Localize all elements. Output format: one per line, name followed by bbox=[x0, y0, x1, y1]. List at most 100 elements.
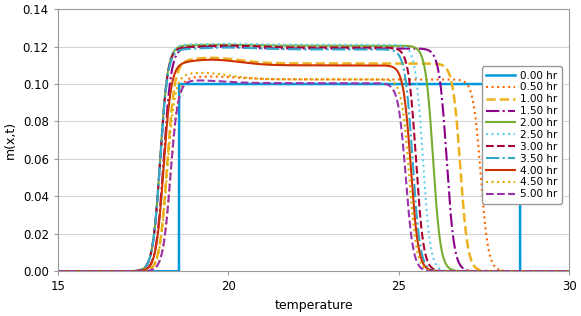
4.00 hr bbox=[475, 269, 482, 273]
4.50 hr bbox=[148, 267, 155, 270]
3.50 hr bbox=[566, 269, 573, 273]
Line: 0.00 hr: 0.00 hr bbox=[58, 84, 569, 271]
5.00 hr bbox=[55, 269, 62, 273]
5.00 hr bbox=[361, 81, 368, 85]
4.50 hr bbox=[566, 269, 573, 273]
3.50 hr bbox=[387, 48, 394, 52]
4.50 hr bbox=[545, 269, 552, 273]
2.00 hr bbox=[250, 43, 257, 47]
3.50 hr bbox=[361, 47, 368, 51]
1.50 hr bbox=[55, 269, 62, 273]
1.00 hr bbox=[55, 269, 62, 273]
1.00 hr bbox=[436, 63, 443, 66]
5.00 hr bbox=[541, 269, 548, 273]
3.50 hr bbox=[475, 269, 482, 273]
X-axis label: temperature: temperature bbox=[274, 299, 353, 312]
1.00 hr bbox=[148, 266, 155, 270]
4.00 hr bbox=[55, 269, 62, 273]
2.50 hr bbox=[148, 252, 155, 256]
2.00 hr bbox=[218, 43, 225, 47]
1.00 hr bbox=[566, 269, 573, 273]
Line: 5.00 hr: 5.00 hr bbox=[58, 81, 569, 271]
2.50 hr bbox=[361, 43, 368, 47]
5.00 hr bbox=[250, 81, 257, 85]
2.00 hr bbox=[387, 44, 394, 48]
3.00 hr bbox=[387, 46, 394, 50]
2.50 hr bbox=[436, 267, 443, 270]
3.50 hr bbox=[55, 269, 62, 273]
2.50 hr bbox=[225, 42, 232, 46]
1.50 hr bbox=[148, 262, 155, 266]
0.00 hr bbox=[148, 269, 155, 273]
2.00 hr bbox=[361, 44, 368, 48]
1.50 hr bbox=[475, 269, 482, 273]
4.50 hr bbox=[436, 269, 443, 273]
3.50 hr bbox=[225, 46, 232, 49]
3.00 hr bbox=[552, 269, 559, 273]
2.00 hr bbox=[148, 252, 155, 256]
Line: 1.50 hr: 1.50 hr bbox=[58, 46, 569, 271]
5.00 hr bbox=[387, 85, 394, 88]
0.50 hr bbox=[208, 75, 215, 78]
3.50 hr bbox=[548, 269, 555, 273]
5.00 hr bbox=[196, 79, 203, 82]
0.00 hr bbox=[566, 269, 573, 273]
1.50 hr bbox=[250, 46, 257, 50]
1.50 hr bbox=[387, 46, 394, 50]
4.00 hr bbox=[547, 269, 554, 273]
2.00 hr bbox=[475, 269, 482, 273]
5.00 hr bbox=[566, 269, 573, 273]
1.00 hr bbox=[208, 56, 215, 60]
2.00 hr bbox=[566, 269, 573, 273]
0.00 hr bbox=[250, 82, 257, 86]
4.50 hr bbox=[387, 79, 394, 83]
3.00 hr bbox=[225, 44, 232, 48]
2.50 hr bbox=[475, 269, 482, 273]
4.00 hr bbox=[387, 64, 394, 68]
2.50 hr bbox=[566, 269, 573, 273]
1.50 hr bbox=[361, 46, 368, 50]
3.00 hr bbox=[436, 269, 443, 273]
2.50 hr bbox=[55, 269, 62, 273]
Line: 4.50 hr: 4.50 hr bbox=[58, 73, 569, 271]
4.00 hr bbox=[566, 269, 573, 273]
0.00 hr bbox=[475, 82, 482, 86]
4.50 hr bbox=[55, 269, 62, 273]
2.00 hr bbox=[55, 269, 62, 273]
3.00 hr bbox=[250, 45, 257, 48]
3.00 hr bbox=[361, 46, 368, 49]
1.00 hr bbox=[250, 60, 257, 64]
0.00 hr bbox=[436, 82, 443, 86]
Line: 2.00 hr: 2.00 hr bbox=[58, 45, 569, 271]
3.00 hr bbox=[566, 269, 573, 273]
0.50 hr bbox=[250, 76, 257, 80]
3.50 hr bbox=[436, 269, 443, 273]
4.50 hr bbox=[250, 76, 257, 80]
Legend: 0.00 hr, 0.50 hr, 1.00 hr, 1.50 hr, 2.00 hr, 2.50 hr, 3.00 hr, 3.50 hr, 4.00 hr,: 0.00 hr, 0.50 hr, 1.00 hr, 1.50 hr, 2.00… bbox=[482, 66, 562, 204]
2.00 hr bbox=[565, 269, 572, 273]
2.50 hr bbox=[250, 42, 257, 46]
0.50 hr bbox=[387, 77, 394, 81]
4.50 hr bbox=[361, 77, 368, 81]
Line: 0.50 hr: 0.50 hr bbox=[58, 76, 569, 271]
3.00 hr bbox=[55, 269, 62, 273]
5.00 hr bbox=[436, 269, 443, 273]
0.50 hr bbox=[148, 268, 155, 272]
Line: 1.00 hr: 1.00 hr bbox=[58, 58, 569, 271]
0.00 hr bbox=[387, 82, 394, 86]
0.00 hr bbox=[55, 269, 62, 273]
0.50 hr bbox=[475, 146, 482, 150]
4.00 hr bbox=[148, 263, 155, 266]
0.50 hr bbox=[566, 269, 573, 273]
4.50 hr bbox=[475, 269, 482, 273]
1.50 hr bbox=[436, 77, 443, 81]
4.00 hr bbox=[361, 64, 368, 67]
Line: 2.50 hr: 2.50 hr bbox=[58, 44, 569, 271]
5.00 hr bbox=[475, 269, 482, 273]
0.50 hr bbox=[55, 269, 62, 273]
0.50 hr bbox=[436, 77, 443, 81]
Line: 3.00 hr: 3.00 hr bbox=[58, 46, 569, 271]
4.00 hr bbox=[250, 62, 257, 65]
4.00 hr bbox=[436, 269, 443, 273]
5.00 hr bbox=[148, 268, 155, 272]
